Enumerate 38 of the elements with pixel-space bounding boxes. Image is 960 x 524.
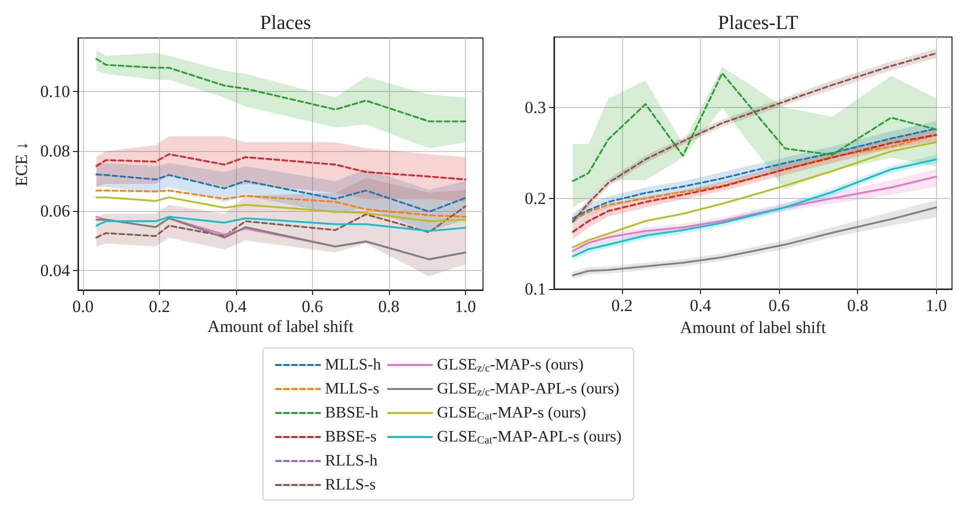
line-series xyxy=(95,153,466,180)
x-tick-label: 0.8 xyxy=(378,297,400,316)
y-tick-label: 0.04 xyxy=(40,260,70,280)
line-series xyxy=(572,141,938,248)
legend-label: BBSE-h xyxy=(325,404,378,422)
line-series xyxy=(95,205,466,238)
y-tick-label: 0.10 xyxy=(40,82,70,102)
y-axis-title: ECE ↓ xyxy=(12,142,31,186)
legend-label: RLLS-h xyxy=(325,452,378,470)
x-tick-label: 0.6 xyxy=(768,296,790,315)
line-series xyxy=(95,196,466,222)
x-tick-label: 0.2 xyxy=(611,296,633,315)
line-series xyxy=(95,190,466,218)
x-tick-label: 0.0 xyxy=(72,297,94,316)
x-axis-title: Amount of label shift xyxy=(208,317,354,336)
line-series xyxy=(95,58,466,122)
y-tick-label: 0.2 xyxy=(524,188,546,208)
line-series xyxy=(95,216,466,232)
x-tick-label: 0.4 xyxy=(690,296,712,315)
x-tick-label: 1.0 xyxy=(926,296,947,315)
line-series xyxy=(572,72,938,182)
x-axis-title: Amount of label shift xyxy=(680,318,826,337)
y-tick-label: 0.1 xyxy=(524,280,546,298)
x-tick-label: 0.8 xyxy=(847,296,868,315)
legend-label: BBSE-s xyxy=(325,428,377,446)
x-tick-label: 0.2 xyxy=(148,297,170,316)
y-tick-label: 0.08 xyxy=(40,142,70,161)
legend-label: MLLS-h xyxy=(325,356,381,374)
chart-title: Places-LT xyxy=(718,12,798,34)
legend-label: MLLS-s xyxy=(325,380,380,398)
x-tick-label: 1.0 xyxy=(454,297,476,316)
y-tick-label: 0.06 xyxy=(40,201,70,220)
chart-title: Places xyxy=(260,12,312,34)
legend-label: RLLS-s xyxy=(325,476,376,494)
line-series xyxy=(95,174,466,213)
x-tick-label: 0.6 xyxy=(302,297,324,316)
x-tick-label: 0.4 xyxy=(225,297,248,316)
y-tick-label: 0.3 xyxy=(524,98,546,118)
